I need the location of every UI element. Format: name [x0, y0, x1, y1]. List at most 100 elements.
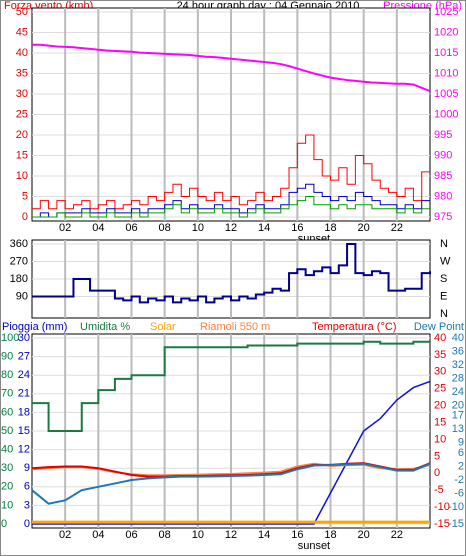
- tick-label: 90: [1, 351, 13, 363]
- x-tick-label: 06: [125, 222, 137, 234]
- tick-label: 360: [10, 238, 28, 250]
- tick-label: N: [440, 308, 448, 320]
- x-tick-label: 10: [192, 222, 204, 234]
- tick-label: 5: [22, 190, 28, 202]
- x-tick-label: 08: [159, 529, 171, 541]
- tick-label: 18: [18, 406, 30, 418]
- tick-label: -15: [448, 518, 464, 530]
- tick-label: 30: [1, 462, 13, 474]
- tick-label: 70: [1, 388, 13, 400]
- tick-label: 30: [18, 332, 30, 344]
- tick-label: 1005: [434, 88, 458, 100]
- tick-label: -2: [454, 474, 464, 486]
- x-tick-label: 22: [391, 222, 403, 234]
- tick-label: 60: [1, 406, 13, 418]
- tick-label: 9: [24, 462, 30, 474]
- tick-label: 270: [10, 255, 28, 267]
- x-tick-label: 20: [358, 529, 370, 541]
- tick-label: 0: [434, 467, 440, 479]
- x-tick-label: 12: [225, 222, 237, 234]
- tick-label: 28: [452, 372, 464, 384]
- tick-label: 1015: [434, 47, 458, 59]
- tick-label: 6: [458, 447, 464, 459]
- tick-label: 27: [18, 351, 30, 363]
- tick-label: 980: [434, 190, 452, 202]
- tick-label: 50: [16, 6, 28, 18]
- tick-label: 180: [10, 273, 28, 285]
- tick-label: -5: [434, 484, 444, 496]
- tick-label: 15: [434, 416, 446, 428]
- series-line: [32, 340, 430, 432]
- tick-label: S: [440, 273, 447, 285]
- tick-label: 2: [458, 460, 464, 472]
- tick-label: 20: [452, 400, 464, 412]
- tick-label: 100: [1, 332, 19, 344]
- tick-label: 975: [434, 211, 452, 223]
- tick-label: 1000: [434, 108, 458, 120]
- tick-label: 10: [16, 170, 28, 182]
- x-tick-label: 16: [291, 529, 303, 541]
- x-tick-label: 04: [92, 529, 104, 541]
- tick-label: 995: [434, 129, 452, 141]
- tick-label: 1025: [434, 6, 458, 18]
- wind-axis-label: Forza vento (kmh): [4, 0, 93, 12]
- tick-label: 0: [22, 211, 28, 223]
- tick-label: 12: [18, 444, 30, 456]
- tick-label: 0: [24, 518, 30, 530]
- tick-label: 10: [434, 433, 446, 445]
- legend-rain: Pioggia (mm): [2, 321, 67, 333]
- tick-label: 40: [1, 444, 13, 456]
- tick-label: 32: [452, 359, 464, 371]
- x-tick-label: 18: [324, 529, 336, 541]
- tick-label: -6: [454, 487, 464, 499]
- tick-label: 25: [16, 108, 28, 120]
- tick-label: 24: [18, 369, 30, 381]
- tick-label: 20: [434, 400, 446, 412]
- x-tick-label: 10: [192, 529, 204, 541]
- legend-temperature: Temperatura (°C): [312, 321, 396, 333]
- x-tick-label: 08: [159, 222, 171, 234]
- tick-label: E: [440, 290, 447, 302]
- series-line: [32, 43, 431, 93]
- x-tick-label: 06: [125, 529, 137, 541]
- tick-label: 30: [16, 88, 28, 100]
- annotation: sunset: [298, 540, 330, 552]
- legend-solar: Solar: [150, 321, 176, 333]
- tick-label: 6: [24, 481, 30, 493]
- tick-label: -10: [434, 501, 450, 513]
- tick-label: 985: [434, 170, 452, 182]
- legend-dew-point: Dew Point: [414, 321, 464, 333]
- pressure-axis-label: Pressione (hPa): [383, 0, 462, 12]
- tick-label: 990: [434, 149, 452, 161]
- chart-title: 24 hour graph day : 04 Gennaio 2010: [177, 0, 360, 12]
- tick-label: 5: [434, 450, 440, 462]
- legend-riamoli: Riamoli 550 m: [200, 321, 270, 333]
- tick-label: N: [440, 238, 448, 250]
- tick-label: 25: [434, 383, 446, 395]
- tick-label: 35: [16, 67, 28, 79]
- tick-label: 90: [16, 290, 28, 302]
- x-tick-label: 14: [258, 222, 270, 234]
- x-tick-label: 18: [324, 222, 336, 234]
- tick-label: 17: [452, 410, 464, 422]
- x-tick-label: 02: [59, 529, 71, 541]
- x-tick-label: 04: [92, 222, 104, 234]
- tick-label: -10: [448, 501, 464, 513]
- tick-label: 9: [458, 437, 464, 449]
- legend-humidity: Umidita %: [80, 321, 130, 333]
- tick-label: 15: [16, 149, 28, 161]
- tick-label: 1020: [434, 26, 458, 38]
- tick-label: 40: [452, 332, 464, 344]
- tick-label: 40: [16, 47, 28, 59]
- x-tick-label: 22: [391, 529, 403, 541]
- x-tick-label: 14: [258, 529, 270, 541]
- x-tick-label: 20: [358, 222, 370, 234]
- tick-label: 13: [452, 423, 464, 435]
- tick-label: 3: [24, 499, 30, 511]
- tick-label: 50: [1, 425, 13, 437]
- series-line: [32, 196, 430, 218]
- tick-label: 20: [1, 481, 13, 493]
- tick-label: 10: [1, 499, 13, 511]
- tick-label: 45: [16, 26, 28, 38]
